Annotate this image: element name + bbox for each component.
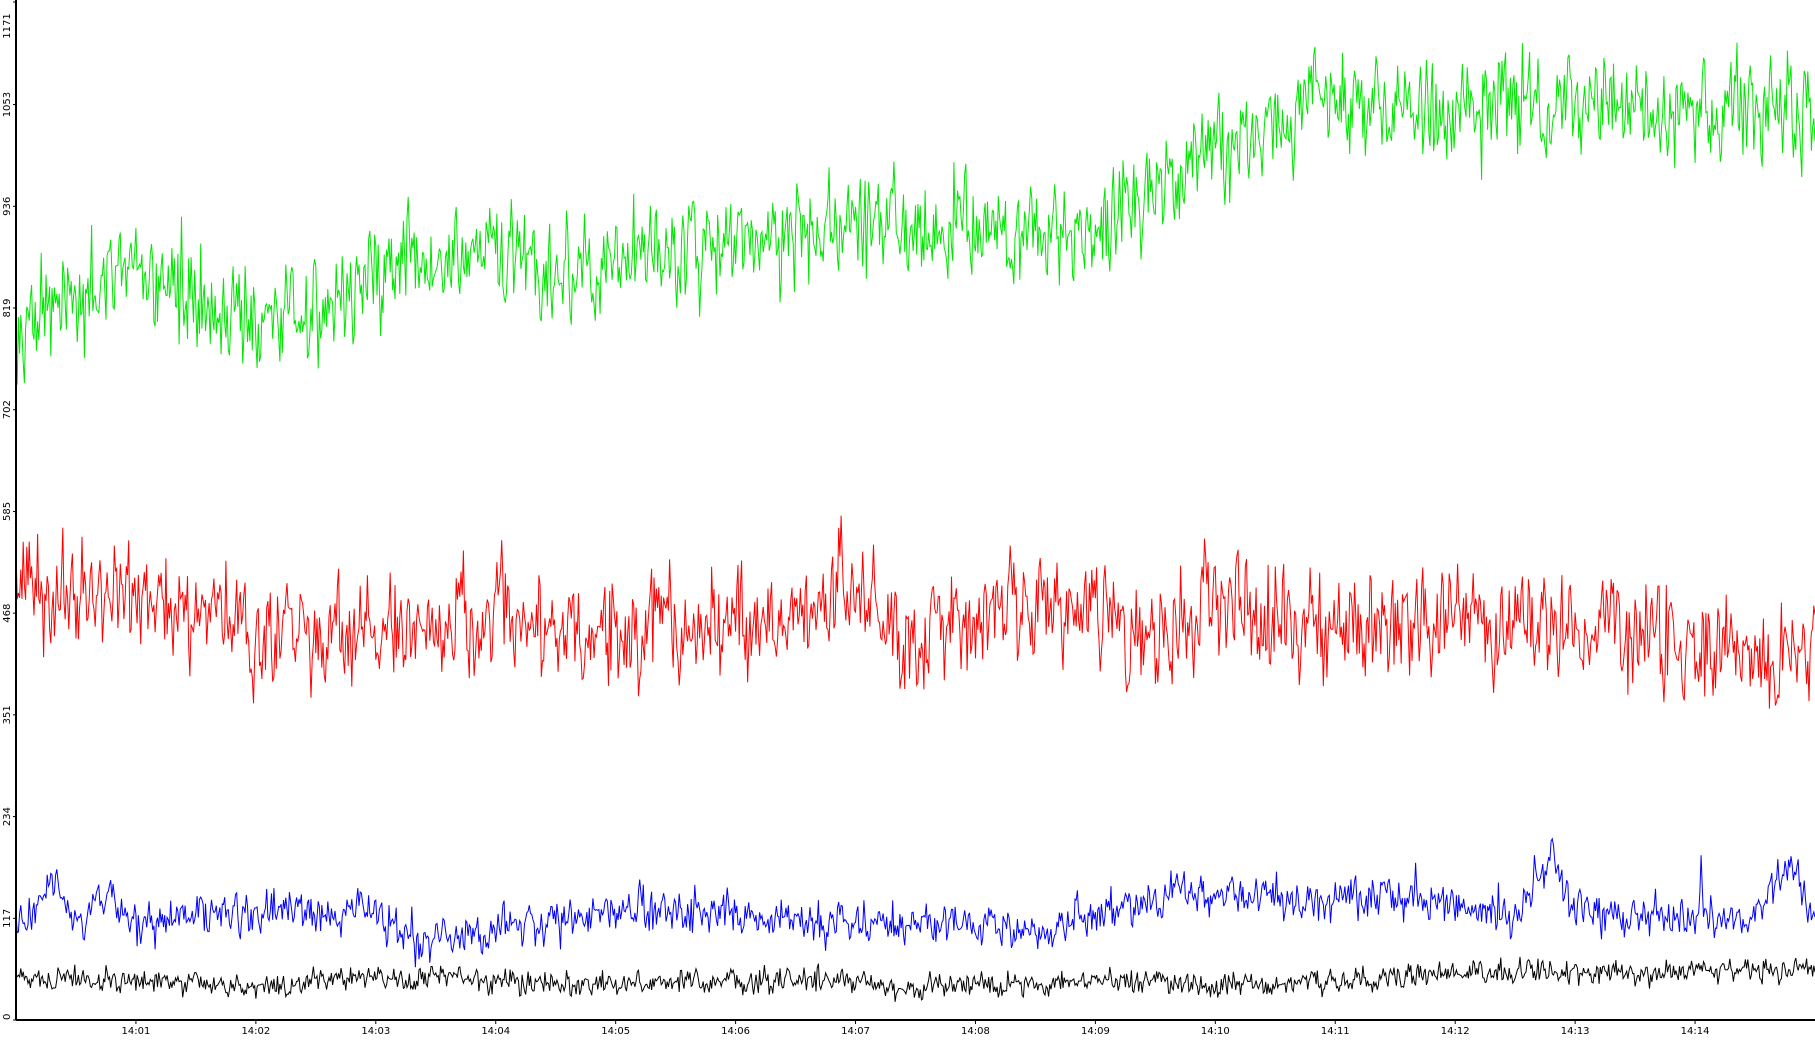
x-tick-label: 14:08 bbox=[961, 1026, 990, 1037]
x-tick-label: 14:04 bbox=[481, 1026, 510, 1037]
y-tick-label: 351 bbox=[2, 705, 13, 724]
series-line-4 bbox=[15, 956, 1815, 1002]
x-tick-label: 14:14 bbox=[1681, 1026, 1710, 1037]
x-tick-label: 14:01 bbox=[122, 1026, 151, 1037]
y-tick-label: 468 bbox=[2, 604, 13, 623]
x-tick-label: 14:03 bbox=[361, 1026, 390, 1037]
y-tick-label: 0 bbox=[2, 1014, 13, 1020]
x-tick-label: 14:07 bbox=[841, 1026, 870, 1037]
series-line-3 bbox=[15, 837, 1815, 968]
x-tick-label: 14:02 bbox=[241, 1026, 270, 1037]
y-tick-label: 819 bbox=[2, 298, 13, 317]
series-line-1 bbox=[15, 42, 1815, 385]
y-tick-label: 117 bbox=[2, 909, 13, 928]
x-tick-label: 14:12 bbox=[1441, 1026, 1470, 1037]
y-tick-label: 585 bbox=[2, 502, 13, 521]
x-tick-label: 14:06 bbox=[721, 1026, 750, 1037]
x-tick-label: 14:13 bbox=[1561, 1026, 1590, 1037]
y-axis-ticks: 0 117 234 351 468 585 702 819 936 1053 1171 bbox=[2, 1, 16, 1021]
y-tick-label: 936 bbox=[2, 197, 13, 216]
x-tick-label: 14:10 bbox=[1201, 1026, 1230, 1037]
y-tick-label: 1171 bbox=[2, 13, 13, 38]
y-tick-label: 234 bbox=[2, 807, 13, 826]
x-tick-label: 14:09 bbox=[1081, 1026, 1110, 1037]
x-tick-label: 14:11 bbox=[1321, 1026, 1350, 1037]
y-tick-label: 1053 bbox=[2, 92, 13, 117]
x-tick-label: 14:05 bbox=[601, 1026, 630, 1037]
y-tick-label: 702 bbox=[2, 400, 13, 419]
series-layer bbox=[15, 42, 1815, 1002]
x-axis-ticks: 14:01 14:02 14:03 14:04 14:05 14:06 14:07 14:08… bbox=[122, 1020, 1710, 1037]
series-line-2 bbox=[15, 515, 1815, 709]
